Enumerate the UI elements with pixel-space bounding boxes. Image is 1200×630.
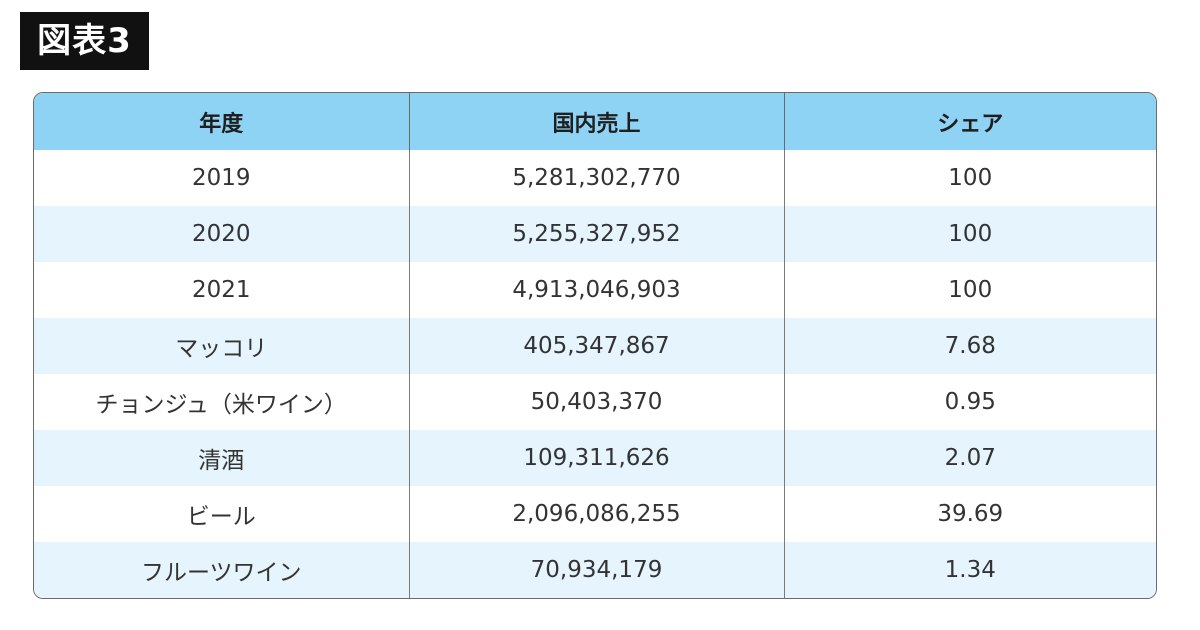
cell-sales: 2,096,086,255 — [408, 486, 784, 542]
cell-category: 2021 — [191, 277, 251, 303]
cell-category: チョンジュ（米ワイン） — [95, 392, 347, 418]
cell-sales: 50,403,370 — [408, 374, 784, 430]
cell-category: 2020 — [191, 221, 251, 247]
table-row: フルーツワイン 70,934,179 1.34 — [34, 542, 1156, 598]
header-domestic-sales: 国内売上 — [408, 93, 784, 150]
cell-share: 100 — [783, 206, 1156, 262]
cell-share: 100 — [783, 150, 1156, 206]
cell-sales: 405,347,867 — [408, 318, 784, 374]
data-table-container: 年度 国内売上 シェア 2019 5,281,302,770 100 2020 … — [33, 92, 1157, 599]
table-row: 2019 5,281,302,770 100 — [34, 150, 1156, 206]
cell-share: 1.34 — [783, 542, 1156, 598]
cell-sales: 5,255,327,952 — [408, 206, 784, 262]
cell-category: 2019 — [191, 165, 251, 191]
cell-share: 2.07 — [783, 430, 1156, 486]
cell-category: ビール — [186, 504, 256, 530]
cell-share: 100 — [783, 262, 1156, 318]
cell-sales: 109,311,626 — [408, 430, 784, 486]
cell-sales: 70,934,179 — [408, 542, 784, 598]
table-row: マッコリ 405,347,867 7.68 — [34, 318, 1156, 374]
figure-label: 図表3 — [20, 12, 149, 70]
cell-category: フルーツワイン — [140, 560, 302, 586]
cell-share: 39.69 — [783, 486, 1156, 542]
cell-share: 0.95 — [783, 374, 1156, 430]
table-row: 清酒 109,311,626 2.07 — [34, 430, 1156, 486]
cell-sales: 4,913,046,903 — [408, 262, 784, 318]
cell-share: 7.68 — [783, 318, 1156, 374]
table-row: チョンジュ（米ワイン） 50,403,370 0.95 — [34, 374, 1156, 430]
header-year: 年度 — [199, 111, 244, 137]
table-row: 2020 5,255,327,952 100 — [34, 206, 1156, 262]
data-table: 年度 国内売上 シェア 2019 5,281,302,770 100 2020 … — [34, 93, 1156, 598]
cell-category: 清酒 — [198, 448, 245, 474]
table-row: ビール 2,096,086,255 39.69 — [34, 486, 1156, 542]
cell-sales: 5,281,302,770 — [408, 150, 784, 206]
table-header-row: 年度 国内売上 シェア — [34, 93, 1156, 150]
table-row: 2021 4,913,046,903 100 — [34, 262, 1156, 318]
cell-category: マッコリ — [175, 336, 268, 362]
header-share: シェア — [783, 93, 1156, 150]
